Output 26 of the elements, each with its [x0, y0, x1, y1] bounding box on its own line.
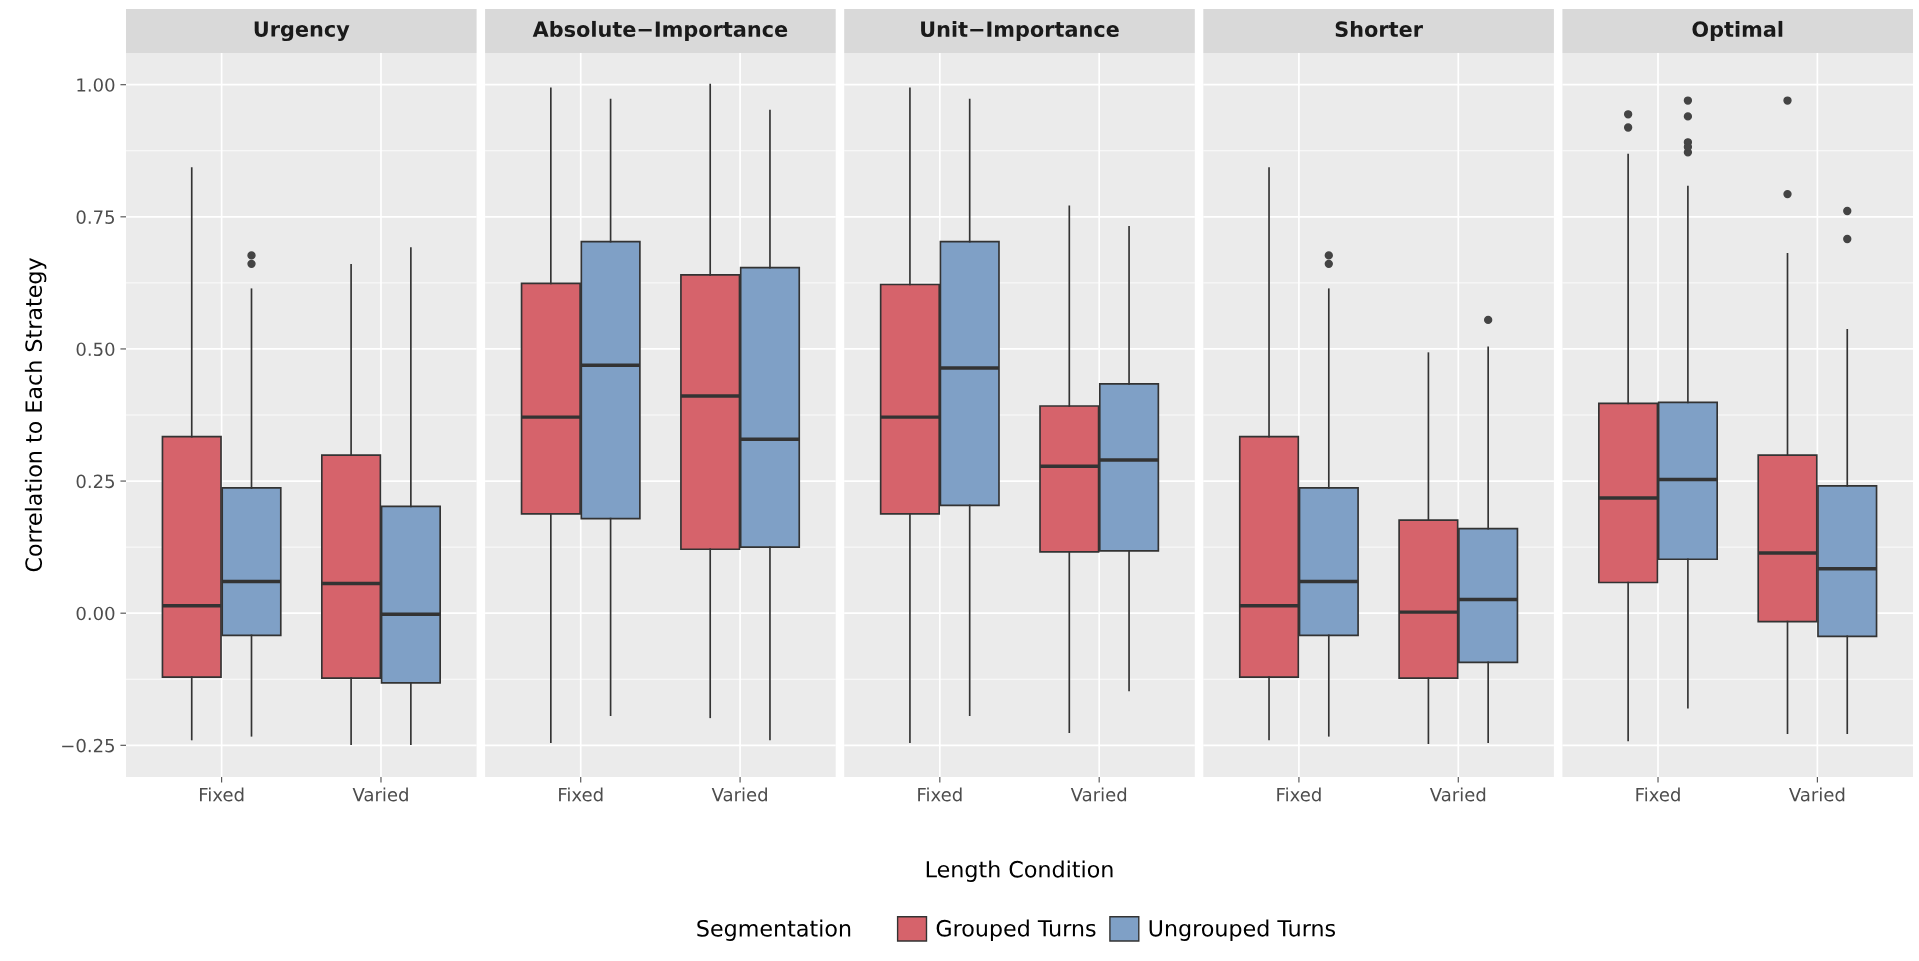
y-tick-label: 0.50 — [76, 342, 115, 357]
x-tick-label: Fixed — [200, 787, 244, 802]
x-tick-label: Varied — [1789, 787, 1845, 802]
x-tick-label: Fixed — [559, 787, 603, 802]
chart-title: Unit−Importance — [921, 20, 1119, 42]
y-tick-label: 0.25 — [76, 474, 115, 489]
x-tick-label: Varied — [352, 787, 408, 802]
chart-title: Urgency — [254, 21, 350, 42]
y-tick-label: 1.00 — [77, 78, 115, 92]
legend-label: Grouped Turns — [936, 919, 1096, 941]
y-tick-label: 0.00 — [76, 606, 115, 621]
x-tick-label: Fixed — [1636, 787, 1680, 802]
y-tick-label: −0.25 — [62, 738, 115, 753]
x-tick-label: Varied — [711, 787, 767, 802]
chart-title: Optimal — [1692, 20, 1783, 42]
legend-label: Ungrouped Turns — [1149, 919, 1336, 941]
y-tick-label: 0.75 — [76, 210, 115, 224]
chart-title: Shorter — [1335, 20, 1423, 38]
y-axis-title: Correlation to Each Strategy — [24, 258, 47, 572]
x-axis-title: Length Condition — [926, 860, 1113, 882]
x-tick-label: Fixed — [1277, 787, 1321, 802]
x-tick-label: Varied — [1070, 787, 1127, 802]
x-tick-label: Fixed — [918, 787, 962, 802]
chart-title: Absolute−Importance — [532, 20, 788, 42]
x-tick-label: Varied — [1429, 787, 1486, 802]
legend-title: Segmentation — [697, 919, 851, 941]
